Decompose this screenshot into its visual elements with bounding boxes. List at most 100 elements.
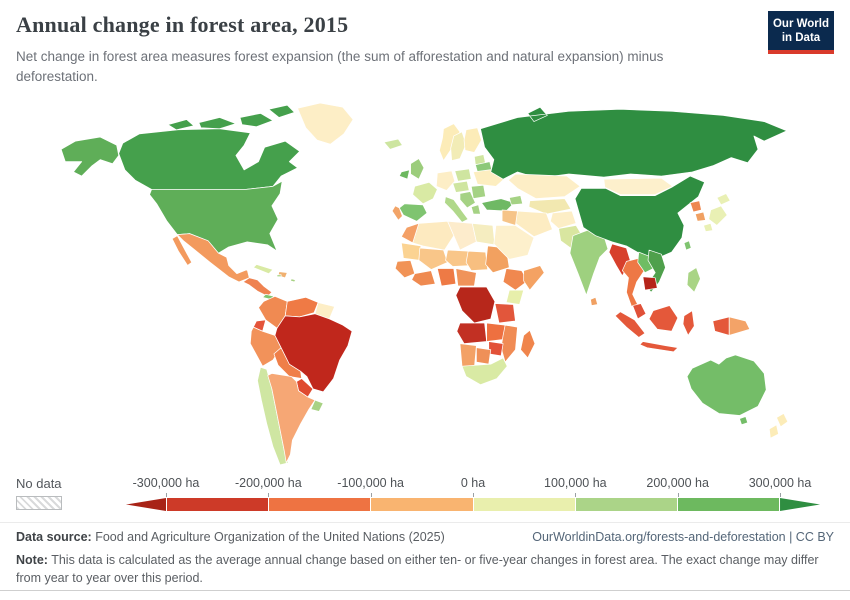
legend-tick [268, 493, 270, 497]
country-romania-bulgaria[interactable]: Romania and Bulgaria — 100,000 to 200,00… [470, 184, 486, 200]
country-peru[interactable]: Peru — -100,000 to 0 ha [249, 326, 282, 367]
owid-logo-accent-bar [768, 50, 834, 54]
country-afghanistan[interactable]: Afghanistan — 0 to 100,000 ha [550, 210, 577, 229]
country-cameroon-car[interactable]: Cameroon and Central African Republic — … [455, 268, 477, 287]
country-south-korea[interactable]: South Korea — -100,000 to 0 ha [694, 211, 706, 222]
country-sweden[interactable]: Sweden — 0 to 100,000 ha [450, 131, 467, 161]
country-uruguay[interactable]: Uruguay — 100,000 to 200,000 ha [310, 399, 324, 412]
legend-segment[interactable] [473, 498, 575, 511]
country-ivory-ghana[interactable]: Ivory Coast and Ghana — -200,000 to -100… [411, 270, 436, 287]
country-central-america[interactable]: Central America — -200,000 to -100,000 h… [242, 277, 273, 297]
country-mali[interactable]: Mali — -100,000 to 0 ha [418, 247, 448, 270]
legend-tick-label: 0 ha [460, 476, 486, 490]
country-ireland[interactable]: Ireland — 200,000 to 300,000 ha [398, 169, 410, 180]
country-taiwan[interactable]: Taiwan — 200,000 to 300,000 ha [683, 240, 692, 251]
country-tanzania[interactable]: Tanzania — -300,000 to -200,000 ha [494, 303, 516, 324]
country-iceland[interactable]: Iceland — 0 to 100,000 ha [383, 138, 403, 150]
country-italy[interactable]: Italy — 100,000 to 200,000 ha [444, 196, 469, 223]
country-somalia[interactable]: Somalia — -100,000 to 0 ha [523, 265, 545, 291]
page-title: Annual change in forest area, 2015 [16, 12, 349, 37]
country-malaysia[interactable]: Malaysia — -300,000 to -200,000 ha [632, 303, 647, 320]
legend-tick [780, 493, 781, 497]
country-niger[interactable]: Niger — -100,000 to 0 ha [445, 249, 473, 267]
page-bottom-divider [0, 590, 850, 591]
owid-link[interactable]: OurWorldinData.org/forests-and-deforesta… [532, 530, 834, 544]
footer-divider [0, 522, 850, 523]
country-kenya[interactable]: Kenya — 0 to 100,000 ha [505, 289, 525, 305]
country-indonesia[interactable]: Indonesia — -300,000 to -200,000 ha [614, 305, 730, 353]
country-turkey[interactable]: Turkey — 200,000 to 300,000 ha [481, 198, 515, 212]
no-data-swatch[interactable] [16, 496, 62, 510]
country-russia[interactable]: Russia — more than 300,000 ha [480, 106, 788, 180]
country-madagascar[interactable]: Madagascar — -100,000 to 0 ha [520, 329, 536, 359]
country-france[interactable]: France — 0 to 100,000 ha [412, 181, 438, 205]
country-greece[interactable]: Greece — 100,000 to 200,000 ha [470, 204, 481, 215]
country-mexico[interactable]: Mexico — -100,000 to 0 ha [171, 233, 250, 283]
country-norway[interactable]: Norway — 0 to 100,000 ha [439, 123, 461, 161]
country-zimbabwe[interactable]: Zimbabwe — -300,000 to -200,000 ha [488, 341, 504, 357]
legend-arrow-left[interactable] [126, 498, 166, 511]
country-sri-lanka[interactable]: Sri Lanka — -100,000 to 0 ha [590, 296, 599, 306]
legend-tick [575, 493, 577, 497]
country-central-asia[interactable]: Uzbekistan and Turkmenistan — 0 to 100,0… [528, 198, 572, 215]
country-mongolia[interactable]: Mongolia — 0 to 100,000 ha [603, 177, 674, 195]
country-chad[interactable]: Chad — -100,000 to 0 ha [465, 250, 489, 271]
country-canada[interactable]: Canada — 200,000 to 300,000 ha [118, 104, 300, 190]
note-text: This data is calculated as the average a… [16, 553, 819, 586]
owid-logo-line2: in Data [781, 32, 821, 44]
country-caucasus[interactable]: Caucasus — 100,000 to 200,000 ha [508, 195, 523, 206]
country-north-korea[interactable]: North Korea — -200,000 to -100,000 ha [689, 200, 702, 213]
country-usa[interactable]: United States — 200,000 to 300,000 ha [149, 180, 283, 254]
country-new-zealand[interactable]: New Zealand — 0 to 100,000 ha [768, 413, 789, 439]
country-papua-new-guinea[interactable]: Papua New Guinea — -100,000 to 0 ha [728, 316, 751, 336]
country-balkans[interactable]: Balkans — 100,000 to 200,000 ha [459, 191, 476, 209]
legend-segment[interactable] [167, 498, 269, 511]
chart-header: Annual change in forest area, 2015 Net c… [16, 12, 750, 86]
map-container: Canada — 200,000 to 300,000 haUnited Sta… [42, 100, 808, 470]
country-cambodia[interactable]: Cambodia — less than -300,000 ha [642, 276, 658, 291]
legend-segment[interactable] [371, 498, 473, 511]
legend-segment[interactable] [269, 498, 371, 511]
legend-arrow-right[interactable] [780, 498, 821, 511]
legend-tick-label: -100,000 ha [337, 476, 405, 490]
legend-no-data: No data [16, 476, 108, 518]
country-drc[interactable]: Democratic Republic of Congo — less than… [455, 286, 496, 324]
owid-logo[interactable]: Our World in Data [768, 11, 834, 54]
country-poland[interactable]: Poland — 0 to 100,000 ha [454, 168, 472, 182]
country-finland[interactable]: Finland — 0 to 100,000 ha [463, 127, 482, 153]
country-united-kingdom[interactable]: United Kingdom — 100,000 to 200,000 ha [410, 158, 425, 180]
country-ethiopia[interactable]: Ethiopia — -100,000 to 0 ha [502, 268, 529, 291]
country-mauritania[interactable]: Mauritania — -100,000 to 0 ha [401, 242, 422, 261]
country-germany-central[interactable]: Germany — 0 to 100,000 ha [435, 170, 456, 191]
chart-footer: Data source: Food and Agriculture Organi… [16, 530, 834, 587]
map-legend: No data -300,000 ha -200,000 ha -100,000 h… [16, 476, 834, 518]
country-iraq[interactable]: Iraq — -100,000 to 0 ha [501, 209, 518, 226]
country-senegal-guinea[interactable]: Senegal and Guinea — -100,000 to 0 ha [394, 259, 416, 279]
country-central-europe[interactable]: Central Europe — 0 to 100,000 ha [452, 180, 470, 193]
country-australia[interactable]: Australia — 200,000 to 300,000 ha [686, 354, 767, 426]
country-china[interactable]: China — more than 300,000 ha [574, 175, 705, 259]
country-angola[interactable]: Angola — less than -300,000 ha [456, 322, 488, 344]
country-brazil[interactable]: Brazil — less than -300,000 ha [274, 313, 353, 393]
country-libya[interactable]: Libya — 0 to 100,000 ha [447, 220, 477, 251]
country-philippines[interactable]: Philippines — 100,000 to 200,000 ha [686, 267, 701, 293]
country-kazakhstan[interactable]: Kazakhstan — 0 to 100,000 ha [507, 173, 581, 200]
country-botswana[interactable]: Botswana — -200,000 to -100,000 ha [476, 347, 492, 365]
country-cuba[interactable]: Cuba — 0 to 100,000 ha [253, 264, 274, 275]
country-japan[interactable]: Japan — 0 to 100,000 ha [703, 193, 731, 232]
legend-segment[interactable] [677, 498, 780, 511]
country-portugal[interactable]: Portugal — -100,000 to 0 ha [391, 205, 403, 221]
owid-logo-line1: Our World [772, 18, 829, 30]
country-india[interactable]: India — 100,000 to 200,000 ha [569, 229, 609, 296]
country-south-africa[interactable]: South Africa — 0 to 100,000 ha [461, 357, 508, 386]
country-namibia[interactable]: Namibia — -100,000 to 0 ha [459, 343, 477, 369]
legend-segment[interactable] [575, 498, 677, 511]
country-alaska[interactable]: United States (Alaska) — 200,000 to 300,… [60, 136, 120, 177]
country-argentina[interactable]: Argentina — -100,000 to 0 ha [267, 373, 316, 464]
country-nigeria[interactable]: Nigeria — -200,000 to -100,000 ha [436, 268, 457, 287]
country-caribbean-islands[interactable]: Caribbean islands — 0 to 100,000 ha [276, 274, 296, 283]
legend-tick [166, 493, 167, 497]
country-spain[interactable]: Spain — 200,000 to 300,000 ha [398, 203, 428, 222]
country-greenland[interactable]: Greenland — 0 to 100,000 ha [297, 102, 354, 145]
country-arabia[interactable]: Saudi Arabia — 0 to 100,000 ha [493, 225, 535, 260]
